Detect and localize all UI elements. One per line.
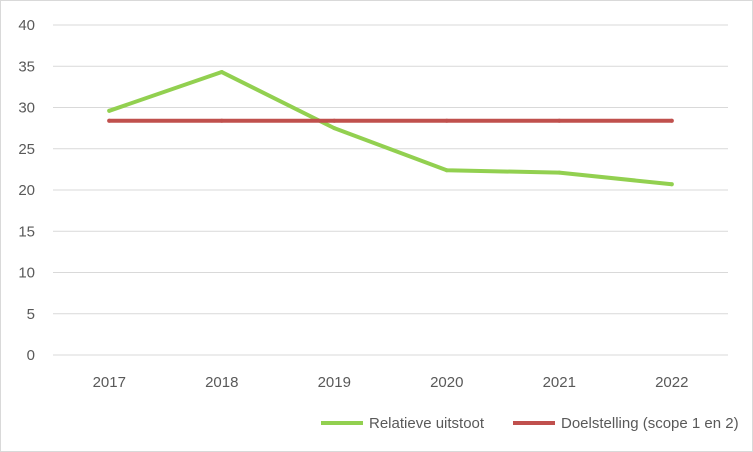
x-tick-label: 2021 (543, 374, 576, 391)
y-tick-label: 0 (27, 347, 35, 364)
series-lines (107, 70, 674, 187)
y-tick-label: 25 (18, 141, 35, 158)
data-point (219, 70, 224, 75)
data-point (444, 118, 449, 123)
x-tick-label: 2022 (655, 374, 688, 391)
legend-label: Doelstelling (scope 1 en 2) (561, 415, 739, 432)
y-tick-label: 30 (18, 100, 35, 117)
data-point (557, 118, 562, 123)
y-tick-label: 35 (18, 58, 35, 75)
y-tick-label: 10 (18, 265, 35, 282)
y-axis-tick-labels: 0 5 10 15 20 25 30 35 40 (18, 17, 35, 364)
data-point (219, 118, 224, 123)
x-axis-tick-labels: 2017 2018 2019 2020 2021 2022 (93, 374, 689, 391)
data-point (557, 170, 562, 175)
data-point (669, 118, 674, 123)
legend: Relatieve uitstoot Doelstelling (scope 1 … (321, 415, 739, 432)
data-point (107, 108, 112, 113)
y-tick-label: 20 (18, 182, 35, 199)
gridlines (53, 24, 728, 356)
data-point (669, 182, 674, 187)
y-tick-label: 5 (27, 306, 35, 323)
y-tick-label: 40 (18, 17, 35, 34)
data-point (444, 168, 449, 173)
y-tick-label: 15 (18, 223, 35, 240)
x-tick-label: 2020 (430, 374, 463, 391)
data-point (332, 118, 337, 123)
legend-label: Relatieve uitstoot (369, 415, 485, 432)
data-point (107, 118, 112, 123)
x-tick-label: 2018 (205, 374, 238, 391)
x-tick-label: 2017 (93, 374, 126, 391)
data-point (332, 126, 337, 131)
x-tick-label: 2019 (318, 374, 351, 391)
series-line-1 (107, 70, 674, 187)
